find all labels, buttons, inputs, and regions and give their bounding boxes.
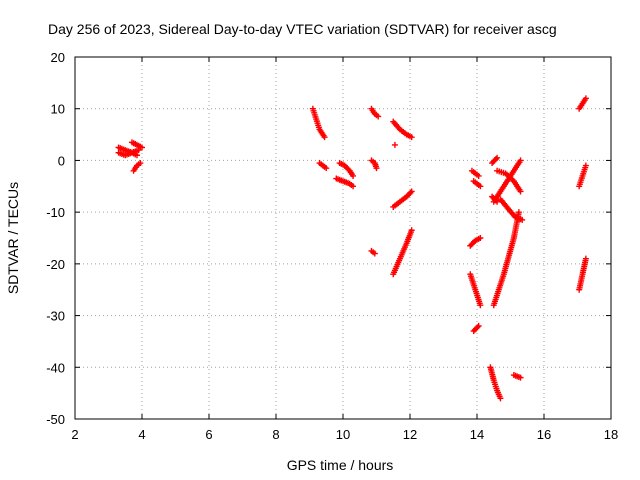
data-point-marker [477, 183, 484, 190]
data-point-marker [515, 209, 522, 216]
x-tick-label: 18 [604, 427, 618, 442]
chart-title: Day 256 of 2023, Sidereal Day-to-day VTE… [48, 21, 557, 37]
x-tick-label: 12 [403, 427, 417, 442]
x-tick-label: 6 [205, 427, 212, 442]
data-point-marker [350, 183, 357, 190]
x-tick-label: 10 [336, 427, 350, 442]
data-point-marker [517, 374, 524, 381]
axis-ticks: 2 4 6 8 10 12 14 16 18 -50 -40 -30 -20 -10 0 10 20 [46, 50, 618, 442]
data-point-marker [519, 216, 526, 223]
y-tick-label: 20 [51, 50, 65, 65]
x-tick-label: 2 [71, 427, 78, 442]
data-point-marker [323, 165, 330, 172]
y-tick-label: -10 [46, 205, 65, 220]
data-markers [115, 95, 589, 402]
y-tick-label: -20 [46, 257, 65, 272]
x-tick-label: 4 [138, 427, 145, 442]
data-point-marker [350, 172, 357, 179]
x-tick-label: 16 [537, 427, 551, 442]
data-point-marker [582, 255, 589, 262]
data-point-marker [517, 157, 524, 164]
y-tick-label: 0 [58, 153, 65, 168]
y-tick-label: -30 [46, 309, 65, 324]
data-point-marker [408, 188, 415, 195]
data-point-marker [373, 165, 380, 172]
data-point-marker [477, 302, 484, 309]
data-point-marker [492, 156, 499, 163]
data-point-marker [477, 235, 484, 241]
data-point-marker [137, 160, 144, 167]
data-point-marker [408, 227, 415, 234]
data-point-marker [494, 154, 501, 161]
x-tick-label: 8 [272, 427, 279, 442]
x-axis-label: GPS time / hours [287, 457, 394, 473]
data-point-marker [475, 172, 482, 179]
y-axis-label: SDTVAR / TECUs [5, 182, 21, 294]
data-point-marker [371, 250, 378, 257]
data-point-marker [517, 188, 524, 195]
y-tick-label: 10 [51, 102, 65, 117]
data-point-marker [391, 141, 398, 148]
data-point-marker [407, 189, 414, 196]
y-tick-label: -50 [46, 412, 65, 427]
data-point-marker [582, 95, 589, 102]
data-point-marker [474, 324, 481, 331]
data-point-marker [497, 395, 504, 402]
data-point-marker [321, 134, 328, 141]
data-point-marker [375, 113, 382, 120]
data-point-marker [345, 166, 352, 173]
y-tick-label: -40 [46, 360, 65, 375]
data-point-marker [582, 162, 589, 169]
data-point-marker [139, 144, 145, 151]
x-tick-label: 14 [470, 427, 484, 442]
grid-lines [75, 57, 611, 419]
data-point-marker [475, 322, 482, 329]
data-point-marker [408, 134, 415, 141]
